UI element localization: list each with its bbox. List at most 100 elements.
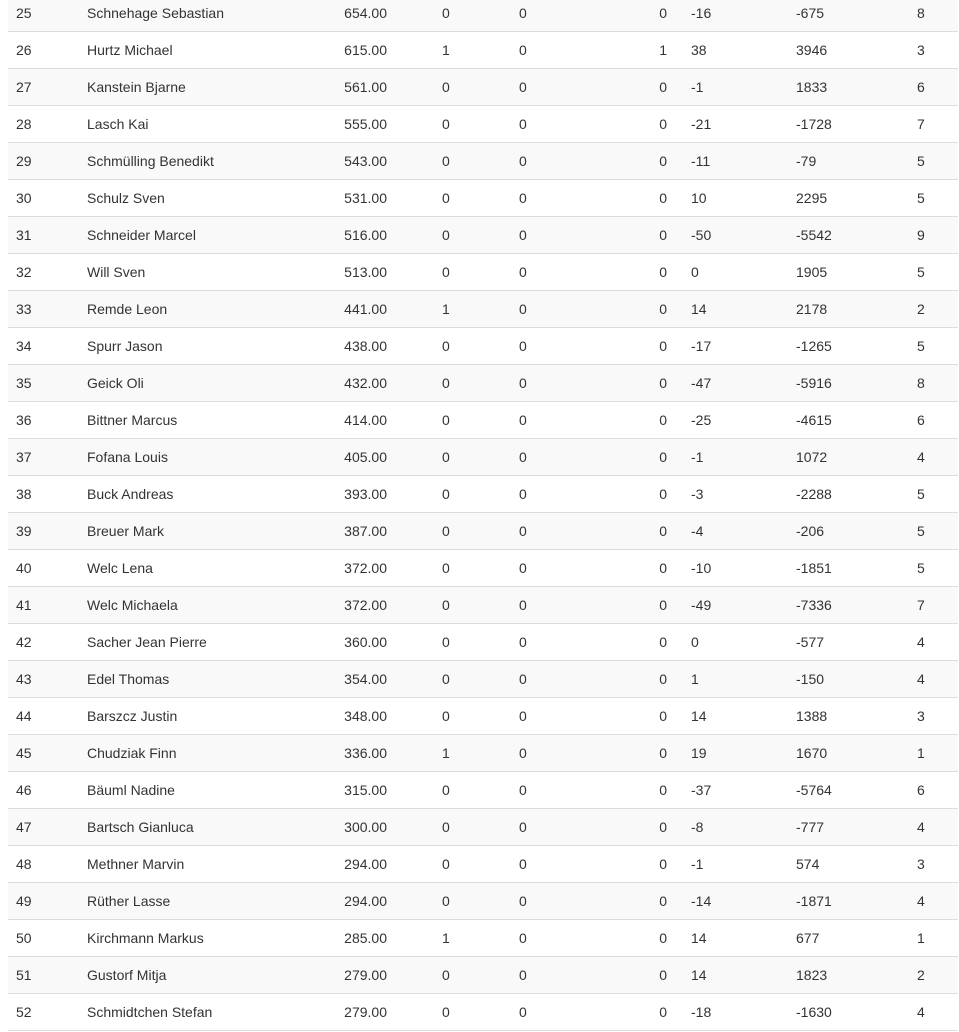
- table-row: 40 Welc Lena 372.00 0 0 0 -10 -1851 5: [8, 550, 958, 587]
- col9-cell: 1: [917, 930, 925, 946]
- player-name-cell: Bartsch Gianluca: [87, 819, 194, 835]
- value-cell: 3946: [796, 42, 828, 58]
- col5-cell: 0: [519, 597, 527, 613]
- col6-cell: 0: [659, 597, 667, 613]
- player-name-cell: Gustorf Mitja: [87, 967, 167, 983]
- value-cell: 574: [796, 856, 820, 872]
- diff-cell: 38: [691, 42, 707, 58]
- col9-cell: 4: [917, 671, 925, 687]
- value-cell: -577: [796, 634, 825, 650]
- points-cell: 315.00: [344, 782, 387, 798]
- rank-cell: 29: [16, 153, 32, 169]
- col6-cell: 0: [659, 967, 667, 983]
- value-cell: 2295: [796, 190, 828, 206]
- rank-cell: 30: [16, 190, 32, 206]
- col4-cell: 0: [442, 708, 450, 724]
- points-cell: 336.00: [344, 745, 387, 761]
- col4-cell: 1: [442, 301, 450, 317]
- col4-cell: 0: [442, 893, 450, 909]
- points-cell: 360.00: [344, 634, 387, 650]
- col4-cell: 0: [442, 967, 450, 983]
- rank-cell: 31: [16, 227, 32, 243]
- col9-cell: 6: [917, 412, 925, 428]
- col5-cell: 0: [519, 560, 527, 576]
- col4-cell: 1: [442, 930, 450, 946]
- table-row: 25 Schnehage Sebastian 654.00 0 0 0 -16 -675 8: [8, 0, 958, 32]
- diff-cell: -21: [691, 116, 712, 132]
- table-row: 42 Sacher Jean Pierre 360.00 0 0 0 0 -577 4: [8, 624, 958, 661]
- col6-cell: 0: [659, 264, 667, 280]
- col5-cell: 0: [519, 671, 527, 687]
- table-row: 31 Schneider Marcel 516.00 0 0 0 -50 -5542 9: [8, 217, 958, 254]
- table-row: 37 Fofana Louis 405.00 0 0 0 -1 1072 4: [8, 439, 958, 476]
- diff-cell: -47: [691, 375, 712, 391]
- diff-cell: 14: [691, 967, 707, 983]
- col4-cell: 0: [442, 227, 450, 243]
- table-row: 38 Buck Andreas 393.00 0 0 0 -3 -2288 5: [8, 476, 958, 513]
- col5-cell: 0: [519, 1004, 527, 1020]
- col9-cell: 6: [917, 79, 925, 95]
- col6-cell: 1: [659, 42, 667, 58]
- player-name-cell: Welc Lena: [87, 560, 153, 576]
- diff-cell: -8: [691, 819, 704, 835]
- col5-cell: 0: [519, 375, 527, 391]
- points-cell: 279.00: [344, 967, 387, 983]
- col6-cell: 0: [659, 153, 667, 169]
- diff-cell: 10: [691, 190, 707, 206]
- player-name-cell: Schnehage Sebastian: [87, 5, 224, 21]
- rank-cell: 43: [16, 671, 32, 687]
- table-row: 27 Kanstein Bjarne 561.00 0 0 0 -1 1833 6: [8, 69, 958, 106]
- player-name-cell: Schulz Sven: [87, 190, 165, 206]
- col9-cell: 5: [917, 264, 925, 280]
- player-name-cell: Hurtz Michael: [87, 42, 173, 58]
- player-name-cell: Methner Marvin: [87, 856, 185, 872]
- col5-cell: 0: [519, 893, 527, 909]
- diff-cell: 0: [691, 264, 699, 280]
- value-cell: 677: [796, 930, 820, 946]
- points-cell: 432.00: [344, 375, 387, 391]
- player-name-cell: Kanstein Bjarne: [87, 79, 186, 95]
- rank-cell: 37: [16, 449, 32, 465]
- col9-cell: 5: [917, 338, 925, 354]
- points-cell: 438.00: [344, 338, 387, 354]
- col4-cell: 0: [442, 819, 450, 835]
- points-cell: 561.00: [344, 79, 387, 95]
- col4-cell: 0: [442, 486, 450, 502]
- value-cell: -206: [796, 523, 825, 539]
- table-row: 45 Chudziak Finn 336.00 1 0 0 19 1670 1: [8, 735, 958, 772]
- table-row: 50 Kirchmann Markus 285.00 1 0 0 14 677 1: [8, 920, 958, 957]
- value-cell: 1670: [796, 745, 828, 761]
- diff-cell: -16: [691, 5, 712, 21]
- col5-cell: 0: [519, 301, 527, 317]
- points-cell: 543.00: [344, 153, 387, 169]
- col9-cell: 1: [917, 745, 925, 761]
- col5-cell: 0: [519, 634, 527, 650]
- table-row: 36 Bittner Marcus 414.00 0 0 0 -25 -4615 6: [8, 402, 958, 439]
- col9-cell: 5: [917, 190, 925, 206]
- col5-cell: 0: [519, 116, 527, 132]
- col9-cell: 5: [917, 560, 925, 576]
- player-name-cell: Schmülling Benedikt: [87, 153, 214, 169]
- rank-cell: 45: [16, 745, 32, 761]
- col4-cell: 0: [442, 412, 450, 428]
- player-name-cell: Bäuml Nadine: [87, 782, 175, 798]
- rank-cell: 47: [16, 819, 32, 835]
- table-row: 33 Remde Leon 441.00 1 0 0 14 2178 2: [8, 291, 958, 328]
- col4-cell: 0: [442, 560, 450, 576]
- diff-cell: -4: [691, 523, 704, 539]
- col5-cell: 0: [519, 782, 527, 798]
- rank-cell: 44: [16, 708, 32, 724]
- col4-cell: 1: [442, 42, 450, 58]
- diff-cell: 19: [691, 745, 707, 761]
- rank-cell: 38: [16, 486, 32, 502]
- value-cell: 1823: [796, 967, 828, 983]
- points-cell: 441.00: [344, 301, 387, 317]
- diff-cell: -37: [691, 782, 712, 798]
- diff-cell: -10: [691, 560, 712, 576]
- col9-cell: 9: [917, 227, 925, 243]
- player-name-cell: Barszcz Justin: [87, 708, 178, 724]
- player-name-cell: Will Sven: [87, 264, 146, 280]
- col9-cell: 8: [917, 5, 925, 21]
- col4-cell: 0: [442, 597, 450, 613]
- value-cell: -777: [796, 819, 825, 835]
